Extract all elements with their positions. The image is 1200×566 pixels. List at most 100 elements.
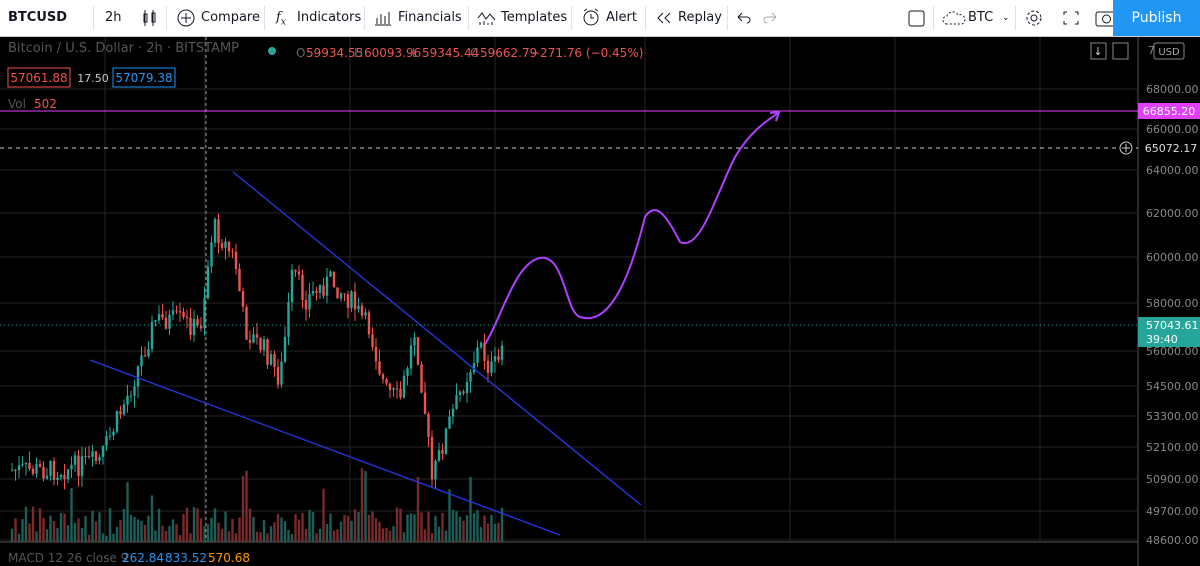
volume-bar [203, 525, 206, 542]
alert-icon[interactable] [581, 8, 601, 44]
volume-bar [227, 531, 231, 542]
last-price-bg [1138, 317, 1200, 347]
watch-symbol[interactable]: BTC [968, 10, 994, 25]
volume-bar [112, 533, 115, 542]
candle-body [112, 431, 115, 436]
countdown: 39:40 [1146, 333, 1178, 346]
volume-bar [287, 529, 290, 542]
chart-bg [0, 37, 1200, 566]
interval[interactable]: 2h [105, 10, 122, 25]
volume-bar [301, 513, 304, 542]
settings-icon[interactable] [1024, 8, 1044, 44]
separator [933, 6, 934, 30]
volume-bar [455, 511, 458, 542]
volume-bar [84, 516, 87, 542]
volume-bar [381, 528, 385, 542]
fx-icon[interactable]: fx [276, 10, 286, 28]
volume-bar [101, 533, 105, 542]
candle-body [322, 285, 325, 296]
bid[interactable]: 57061.88 [10, 71, 67, 85]
candle-body [329, 271, 332, 277]
candle-body [350, 291, 353, 308]
volume-bar [346, 516, 350, 542]
ask[interactable]: 57079.38 [115, 71, 172, 85]
templates[interactable]: Templates [501, 10, 568, 25]
dropdown[interactable]: ⌄ [1002, 13, 1010, 23]
candle-body [420, 364, 423, 393]
candle-body [441, 450, 444, 454]
candle-body [385, 379, 388, 384]
currency[interactable]: USD [1158, 47, 1180, 58]
publish-button[interactable]: Publish [1113, 0, 1200, 36]
candle-body [35, 464, 38, 474]
scale-button[interactable] [1112, 42, 1129, 60]
candle-body [94, 451, 98, 461]
volume-bar [469, 476, 472, 542]
scroll-button[interactable] [1090, 42, 1107, 60]
candle-body [290, 269, 294, 303]
volume-bar [77, 518, 80, 542]
indicator-name: MACD 12 26 close 9 [8, 551, 128, 565]
volume-bar [73, 522, 77, 542]
volume-bar [462, 520, 465, 542]
candle-body [217, 219, 220, 244]
templates-icon[interactable] [477, 10, 497, 46]
financials-icon[interactable] [373, 10, 393, 46]
layout-icon[interactable] [908, 10, 926, 46]
volume-bar [388, 530, 392, 542]
price-axis [1138, 37, 1200, 566]
volume: 502 [34, 97, 57, 111]
candle-body [497, 356, 500, 360]
volume-bar [234, 533, 238, 542]
candle-body [315, 291, 318, 293]
candle-body [308, 293, 311, 310]
volume-bar [339, 521, 343, 542]
volume-bar [59, 513, 63, 542]
candle-body [136, 366, 140, 387]
candle-body [143, 355, 147, 357]
candle-body [241, 291, 245, 307]
volume-bar [343, 514, 346, 542]
candle-body [231, 251, 234, 253]
candle-icon[interactable] [140, 8, 158, 44]
ohlc-key: O [296, 46, 305, 60]
status-dot [268, 47, 276, 55]
candle-body [297, 271, 301, 275]
candle-body [402, 375, 406, 398]
candle-body [203, 298, 206, 329]
price-label: 52100.00 [1146, 441, 1199, 454]
candle-body [122, 404, 126, 415]
alert[interactable]: Alert [606, 10, 637, 25]
volume-bar [395, 507, 399, 542]
toolbar: BTCUSD 2h Compare fx Indicators Financia… [0, 0, 1200, 37]
candle-body [196, 318, 199, 326]
replay-icon[interactable] [656, 11, 672, 47]
replay[interactable]: Replay [678, 10, 722, 25]
volume-bar [122, 509, 126, 542]
candle-body [269, 354, 273, 365]
separator [264, 6, 265, 30]
volume-bar [444, 530, 448, 542]
compare[interactable]: Compare [201, 10, 260, 25]
symbol[interactable]: BTCUSD [8, 10, 68, 25]
volume-bar [91, 510, 94, 542]
volume-bar [185, 507, 189, 542]
volume-bar [357, 512, 360, 542]
candle-body [45, 475, 49, 479]
separator [93, 6, 94, 30]
candle-body [178, 311, 182, 313]
financials[interactable]: Financials [398, 10, 462, 25]
candle-body [465, 381, 469, 394]
separator [1015, 6, 1016, 30]
volume-bar [262, 520, 266, 542]
undo-redo[interactable] [736, 11, 780, 47]
fullscreen-icon[interactable] [1062, 10, 1080, 46]
volume-bar [350, 520, 353, 542]
cloud-icon[interactable] [941, 10, 967, 46]
indicators[interactable]: Indicators [297, 10, 362, 25]
candle-body [213, 219, 217, 243]
price-label: 60000.00 [1146, 251, 1199, 264]
volume-bar [276, 513, 280, 542]
compare-icon[interactable] [177, 9, 195, 45]
volume-bar [409, 513, 413, 542]
